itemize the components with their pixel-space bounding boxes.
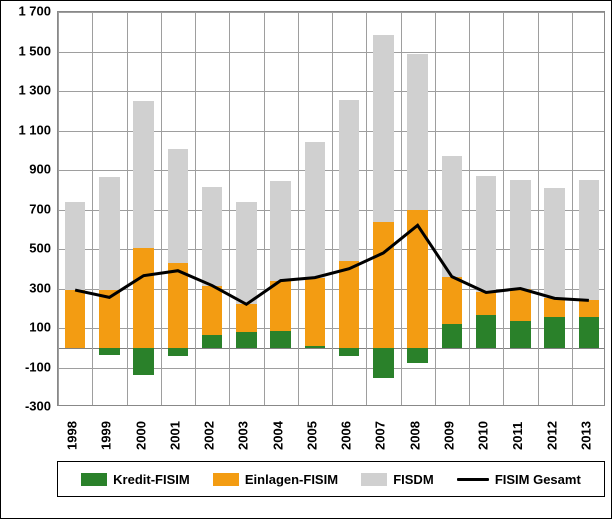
x-tick-label: 2010 bbox=[476, 421, 491, 450]
x-tick-label: 1998 bbox=[65, 421, 80, 450]
y-tick-label: 1 700 bbox=[18, 4, 51, 19]
legend-label: FISIM Gesamt bbox=[495, 472, 581, 487]
x-tick-label: 1999 bbox=[99, 421, 114, 450]
legend-swatch bbox=[361, 473, 387, 486]
legend-label: Kredit-FISIM bbox=[113, 472, 190, 487]
line-fisim-gesamt bbox=[58, 12, 605, 406]
x-tick-label: 2005 bbox=[304, 421, 319, 450]
x-tick-label: 2001 bbox=[167, 421, 182, 450]
y-tick-label: -100 bbox=[25, 359, 51, 374]
legend-item-fisdm: FISDM bbox=[361, 472, 433, 487]
legend-label: FISDM bbox=[393, 472, 433, 487]
legend-item-gesamt: FISIM Gesamt bbox=[457, 472, 581, 487]
y-tick-label: 1 500 bbox=[18, 43, 51, 58]
y-tick-label: 100 bbox=[29, 320, 51, 335]
x-tick-label: 2000 bbox=[133, 421, 148, 450]
y-tick-label: 1 100 bbox=[18, 122, 51, 137]
legend-item-einlagen: Einlagen-FISIM bbox=[213, 472, 338, 487]
x-tick-label: 2011 bbox=[510, 422, 525, 450]
x-axis: 1998 1999 2000 2001 2002 2003 2004 2005 2006 2007… bbox=[57, 414, 605, 456]
x-tick-label: 2013 bbox=[578, 421, 593, 450]
y-tick-label: 300 bbox=[29, 280, 51, 295]
plot-area bbox=[57, 11, 605, 406]
x-tick-label: 2006 bbox=[339, 421, 354, 450]
legend-swatch bbox=[213, 473, 239, 486]
x-tick-label: 2009 bbox=[441, 421, 456, 450]
x-tick-label: 2007 bbox=[373, 421, 388, 450]
x-tick-label: 2012 bbox=[544, 421, 559, 450]
legend-line-swatch bbox=[457, 478, 489, 481]
x-tick-label: 2004 bbox=[270, 421, 285, 450]
y-tick-label: 500 bbox=[29, 241, 51, 256]
x-tick-label: 2002 bbox=[202, 421, 217, 450]
fisim-chart: -300 -100 100 300 500 700 900 1 100 1 300 1 500 1 … bbox=[0, 0, 612, 519]
x-tick-label: 2003 bbox=[236, 421, 251, 450]
y-tick-label: 900 bbox=[29, 162, 51, 177]
x-tick-label: 2008 bbox=[407, 421, 422, 450]
legend-swatch bbox=[81, 473, 107, 486]
legend-label: Einlagen-FISIM bbox=[245, 472, 338, 487]
y-tick-label: 700 bbox=[29, 201, 51, 216]
y-tick-label: -300 bbox=[25, 399, 51, 414]
y-tick-label: 1 300 bbox=[18, 83, 51, 98]
y-axis: -300-1001003005007009001 1001 3001 5001 … bbox=[1, 1, 57, 406]
legend: Kredit-FISIM Einlagen-FISIM FISDM FISIM Ges… bbox=[57, 461, 605, 497]
legend-item-kredit: Kredit-FISIM bbox=[81, 472, 190, 487]
